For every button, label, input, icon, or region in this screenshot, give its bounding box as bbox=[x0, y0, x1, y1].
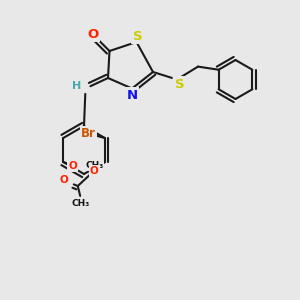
Text: O: O bbox=[87, 28, 99, 41]
Text: O: O bbox=[68, 160, 77, 171]
Text: Br: Br bbox=[81, 127, 96, 140]
Text: S: S bbox=[133, 29, 142, 43]
Text: CH₃: CH₃ bbox=[71, 200, 89, 208]
Text: CH₃: CH₃ bbox=[85, 161, 104, 170]
Text: N: N bbox=[127, 88, 138, 102]
Text: O: O bbox=[59, 175, 68, 185]
Text: H: H bbox=[73, 81, 82, 91]
Text: O: O bbox=[90, 166, 99, 176]
Text: S: S bbox=[175, 77, 185, 91]
